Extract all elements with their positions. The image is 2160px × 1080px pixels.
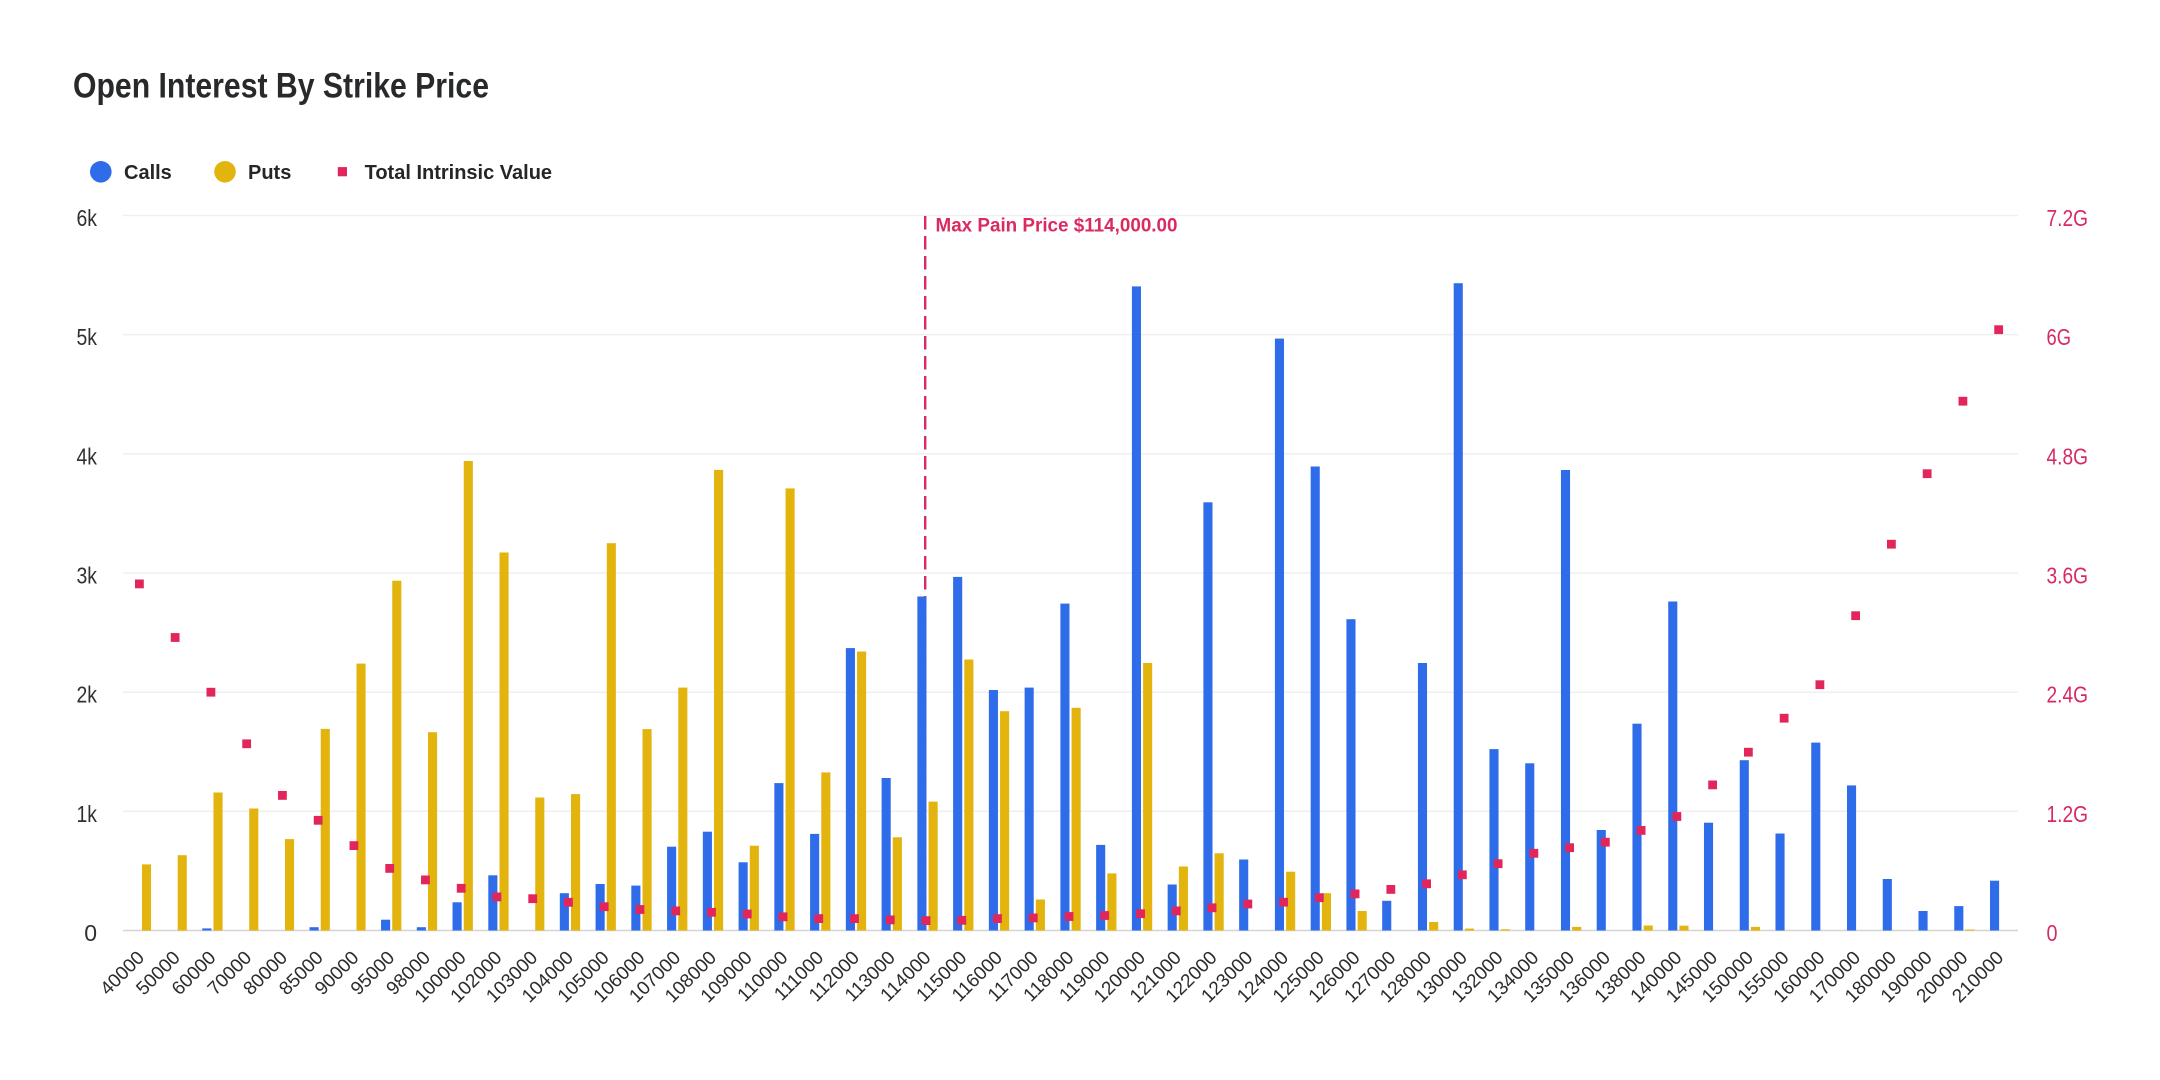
svg-text:1.2G: 1.2G [2047, 801, 2089, 827]
svg-text:5k: 5k [77, 324, 98, 350]
svg-text:1k: 1k [77, 801, 98, 827]
svg-text:2.4G: 2.4G [2047, 682, 2089, 708]
svg-text:6G: 6G [2047, 324, 2072, 350]
svg-text:Puts: Puts [248, 162, 291, 184]
svg-text:0: 0 [2047, 920, 2058, 946]
svg-text:2k: 2k [77, 682, 98, 708]
svg-text:7.2G: 7.2G [2047, 205, 2089, 231]
svg-text:3k: 3k [77, 563, 98, 589]
svg-text:Total Intrinsic Value: Total Intrinsic Value [365, 162, 552, 184]
svg-text:Open Interest By Strike Price: Open Interest By Strike Price [73, 67, 489, 106]
svg-text:4.8G: 4.8G [2047, 443, 2089, 469]
svg-text:4k: 4k [77, 443, 98, 469]
svg-text:6k: 6k [77, 205, 98, 231]
svg-text:0: 0 [84, 920, 97, 946]
svg-text:3.6G: 3.6G [2047, 563, 2089, 589]
svg-text:Calls: Calls [124, 162, 172, 184]
svg-text:Max Pain Price $114,000.00: Max Pain Price $114,000.00 [936, 216, 1178, 237]
